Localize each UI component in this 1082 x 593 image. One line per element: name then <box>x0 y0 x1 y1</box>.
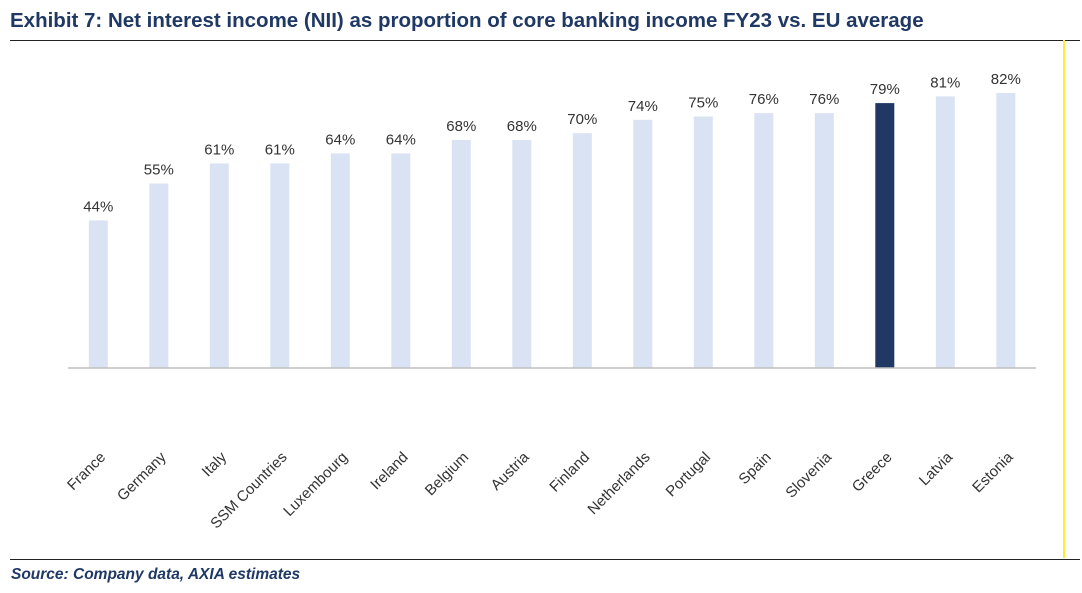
bar-ssm-countries <box>270 163 290 368</box>
category-label-latvia: Latvia <box>916 448 957 489</box>
bar-luxembourg <box>330 153 350 368</box>
data-label-greece: 79% <box>870 81 900 98</box>
category-label-austria: Austria <box>488 448 533 493</box>
data-label-netherlands: 74% <box>628 98 658 115</box>
category-label-italy: Italy <box>199 448 231 480</box>
bar-belgium <box>451 140 471 368</box>
bar-finland <box>572 133 592 368</box>
right-margin-line <box>1063 40 1065 558</box>
category-label-luxembourg: Luxembourg <box>280 449 351 520</box>
exhibit-title: Exhibit 7: Net interest income (NII) as … <box>10 9 924 32</box>
bar-ireland <box>391 153 411 368</box>
bar-italy <box>209 163 229 368</box>
bar-germany <box>149 183 169 368</box>
category-label-germany: Germany <box>114 448 170 504</box>
bar-slovenia <box>814 113 834 368</box>
category-label-spain: Spain <box>735 449 774 488</box>
bar-netherlands <box>633 119 653 368</box>
bar-portugal <box>693 116 713 368</box>
data-label-spain: 76% <box>749 91 779 108</box>
category-label-finland: Finland <box>546 449 593 496</box>
data-label-italy: 61% <box>204 141 234 158</box>
bar-latvia <box>935 96 955 369</box>
data-label-estonia: 82% <box>991 71 1021 88</box>
data-label-slovenia: 76% <box>809 91 839 108</box>
category-label-belgium: Belgium <box>422 449 472 499</box>
data-label-finland: 70% <box>567 111 597 128</box>
category-label-portugal: Portugal <box>663 449 715 501</box>
category-label-greece: Greece <box>849 449 896 496</box>
category-label-netherlands: Netherlands <box>584 449 653 518</box>
data-label-france: 44% <box>83 198 113 215</box>
data-labels-group: 44% 55% 61% 61% 64% 64% 68% 68% 70% 74% 75% 76% 76% 7… <box>83 71 1021 215</box>
data-label-ssm-countries: 61% <box>265 141 295 158</box>
category-label-france: France <box>64 449 109 494</box>
footer-rule <box>10 559 1080 560</box>
data-label-germany: 55% <box>144 162 174 179</box>
data-label-belgium: 68% <box>446 118 476 135</box>
data-label-portugal: 75% <box>688 95 718 112</box>
source-note: Source: Company data, AXIA estimates <box>11 566 301 583</box>
bars-group <box>88 93 1016 369</box>
data-label-ireland: 64% <box>386 131 416 148</box>
bar-spain <box>754 113 774 368</box>
bar-chart: 44% 55% 61% 61% 64% 64% 68% 68% 70% 74% 75% 76% 76% 7… <box>64 71 1036 532</box>
bar-france <box>88 220 108 368</box>
data-label-austria: 68% <box>507 118 537 135</box>
category-label-slovenia: Slovenia <box>782 448 835 501</box>
bar-estonia <box>996 93 1016 368</box>
bar-greece <box>875 103 895 368</box>
data-label-luxembourg: 64% <box>325 131 355 148</box>
category-label-estonia: Estonia <box>969 448 1017 496</box>
category-label-ireland: Ireland <box>367 449 411 493</box>
title-underline <box>10 40 1080 41</box>
bar-austria <box>512 140 532 368</box>
data-label-latvia: 81% <box>930 74 960 91</box>
